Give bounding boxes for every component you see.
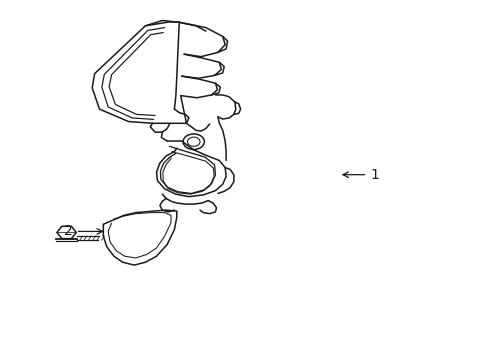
- Text: 2: 2: [64, 224, 102, 238]
- Text: 1: 1: [342, 168, 378, 182]
